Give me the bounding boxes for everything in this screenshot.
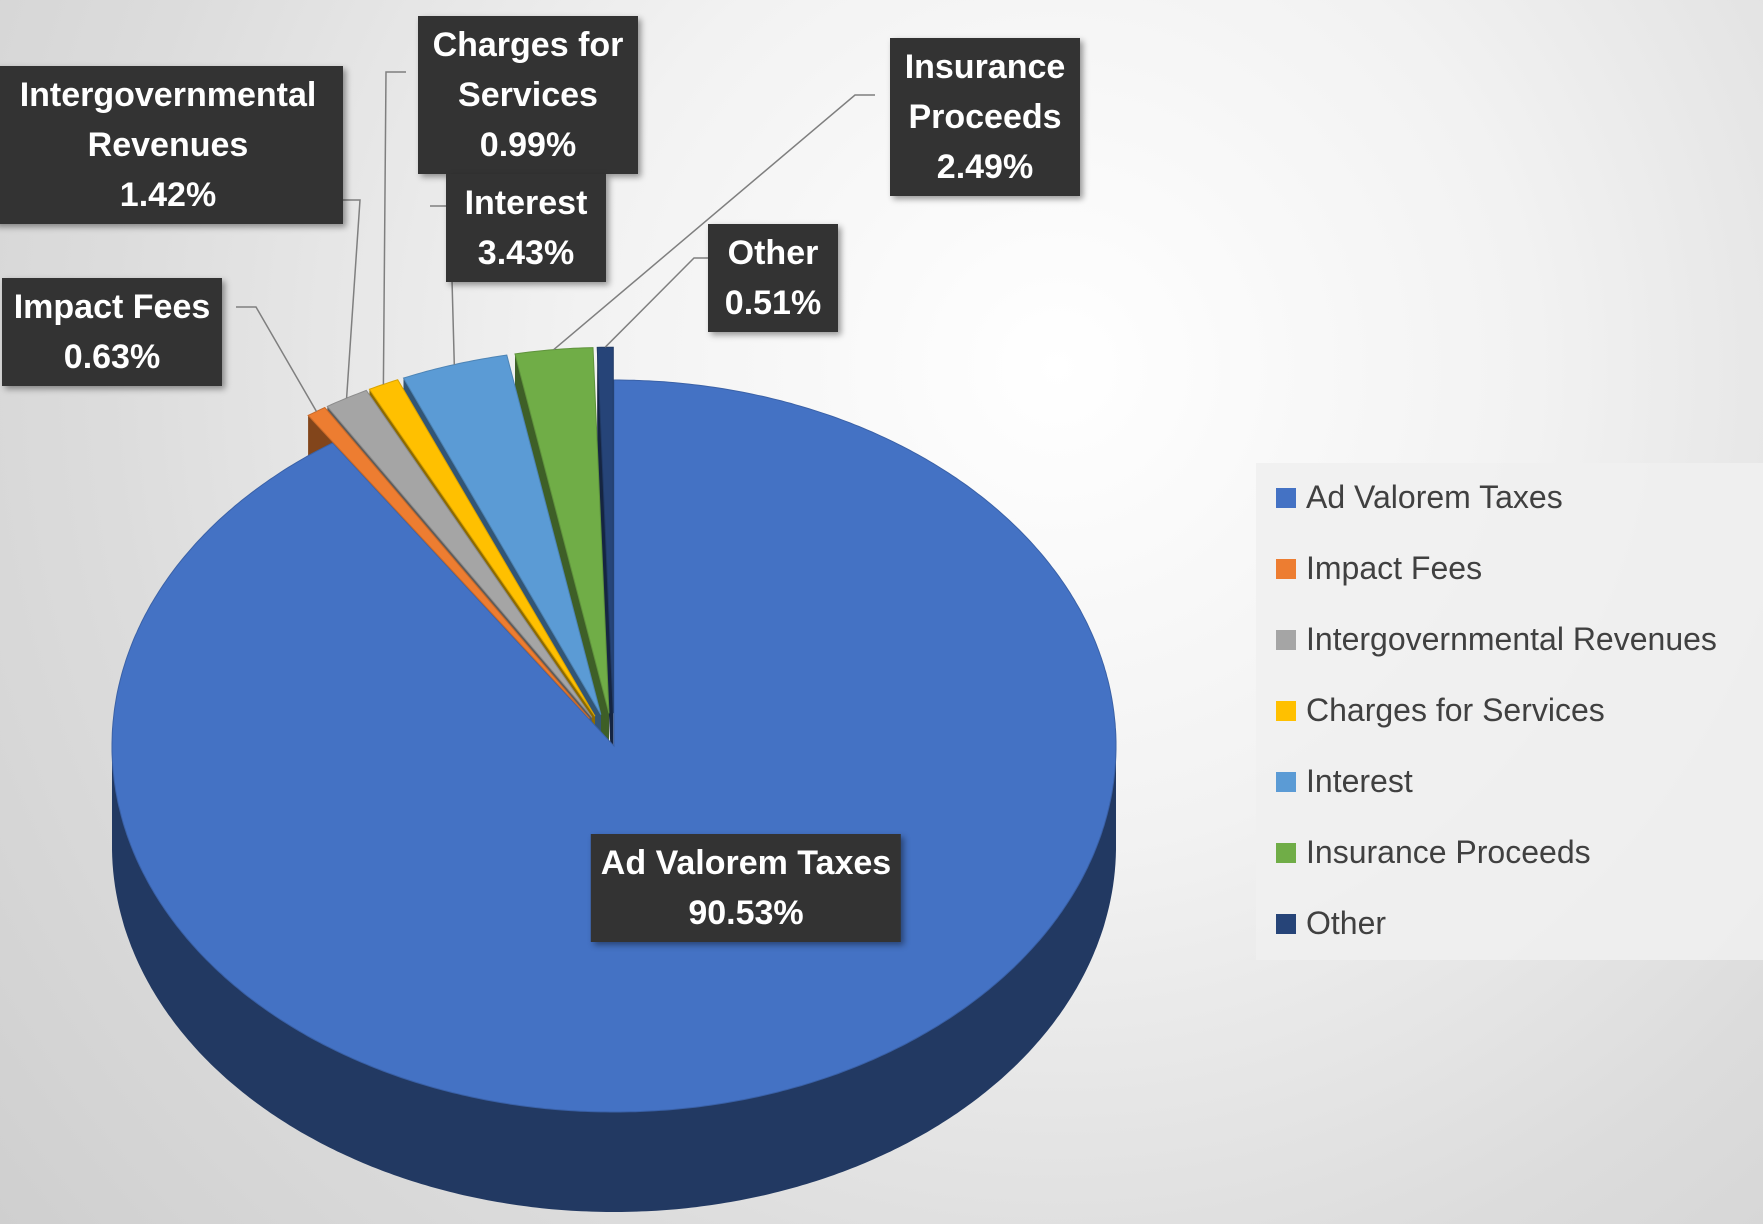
leader-line bbox=[382, 71, 406, 385]
data-label: Intergovernmental Revenues 1.42% bbox=[0, 66, 343, 224]
data-label-value: 0.63% bbox=[63, 338, 161, 376]
data-label: Ad Valorem Taxes 90.53% bbox=[590, 834, 902, 942]
data-label: Insurance Proceeds 2.49% bbox=[890, 38, 1080, 196]
data-label-name: Charges for Services bbox=[432, 26, 624, 114]
data-label-value: 3.43% bbox=[477, 234, 575, 272]
data-label: Interest 3.43% bbox=[446, 174, 606, 282]
legend-swatch bbox=[1276, 842, 1296, 863]
data-label-value: 1.42% bbox=[119, 176, 217, 214]
legend-swatch bbox=[1276, 629, 1296, 650]
legend-item: Impact Fees bbox=[1276, 550, 1482, 587]
data-label-value: 90.53% bbox=[688, 894, 804, 932]
legend-item: Interest bbox=[1276, 763, 1413, 800]
slice bbox=[326, 389, 593, 718]
legend-label: Charges for Services bbox=[1306, 692, 1605, 728]
legend-label: Intergovernmental Revenues bbox=[1306, 621, 1717, 657]
legend-swatch bbox=[1276, 700, 1296, 721]
data-label-name: Insurance Proceeds bbox=[904, 48, 1066, 136]
legend: Ad Valorem Taxes Impact Fees Intergovernme… bbox=[1256, 463, 1763, 960]
slice-side bbox=[112, 746, 1116, 1212]
leader-line bbox=[236, 306, 318, 412]
leader-line bbox=[553, 94, 875, 351]
data-label-name: Impact Fees bbox=[13, 288, 211, 326]
data-label: Impact Fees 0.63% bbox=[2, 278, 222, 386]
data-label-value: 0.99% bbox=[479, 126, 577, 164]
legend-label: Impact Fees bbox=[1306, 550, 1483, 586]
data-label-value: 0.51% bbox=[724, 284, 822, 322]
legend-label: Interest bbox=[1306, 763, 1413, 799]
data-label-name: Ad Valorem Taxes bbox=[600, 844, 892, 882]
data-label-value: 2.49% bbox=[936, 148, 1034, 186]
data-label: Other 0.51% bbox=[708, 224, 838, 332]
legend-swatch bbox=[1276, 487, 1296, 508]
legend-item: Charges for Services bbox=[1276, 692, 1605, 729]
slice-wall bbox=[597, 347, 614, 814]
legend-swatch bbox=[1276, 913, 1296, 934]
leader-line bbox=[340, 199, 361, 399]
data-label-name: Interest bbox=[464, 184, 588, 222]
data-label-name: Intergovernmental Revenues bbox=[19, 76, 317, 164]
legend-item: Intergovernmental Revenues bbox=[1276, 621, 1717, 658]
legend-label: Ad Valorem Taxes bbox=[1306, 479, 1563, 515]
legend-swatch bbox=[1276, 771, 1296, 792]
legend-item: Other bbox=[1276, 905, 1386, 942]
legend-label: Insurance Proceeds bbox=[1306, 834, 1591, 870]
legend-item: Ad Valorem Taxes bbox=[1276, 479, 1563, 516]
data-label: Charges for Services 0.99% bbox=[418, 16, 638, 174]
data-label-name: Other bbox=[727, 234, 819, 272]
legend-label: Other bbox=[1306, 905, 1387, 941]
legend-swatch bbox=[1276, 558, 1296, 579]
slice bbox=[111, 379, 1117, 1113]
leader-line bbox=[604, 257, 714, 348]
legend-item: Insurance Proceeds bbox=[1276, 834, 1591, 871]
